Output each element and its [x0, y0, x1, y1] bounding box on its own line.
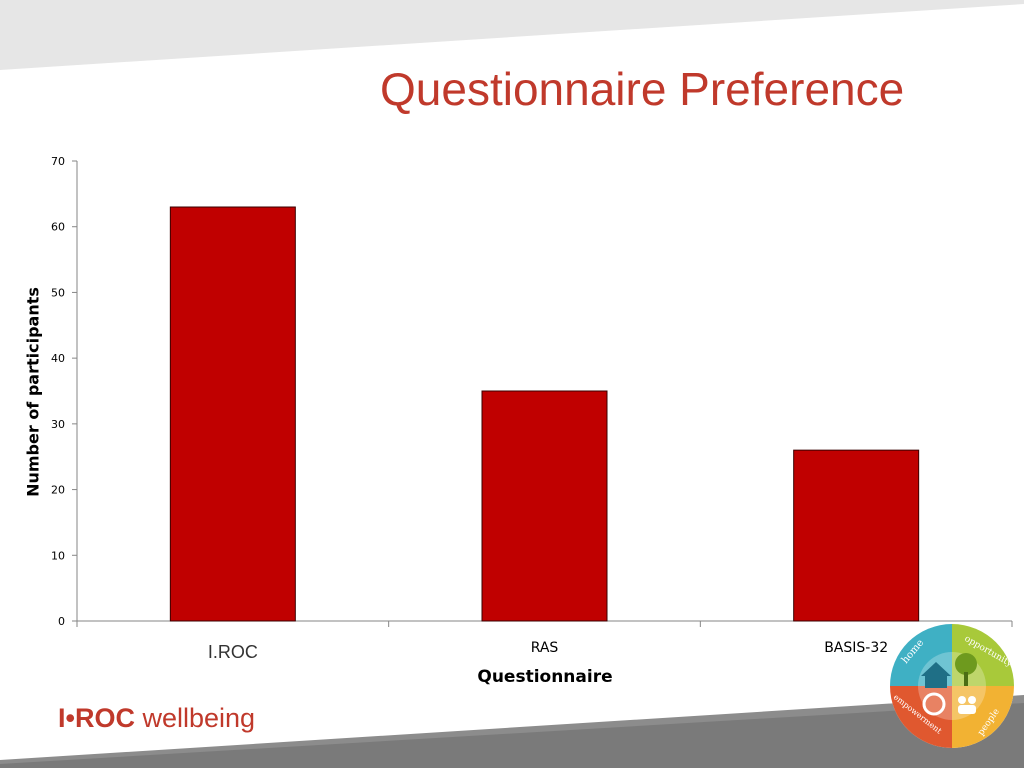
house-icon [921, 662, 951, 688]
wellbeing-badge-logo: home opportunity empowerment people [890, 624, 1015, 748]
y-tick-label: 20 [51, 484, 65, 497]
y-tick-label: 60 [51, 221, 65, 234]
logo-text-light: wellbeing [142, 703, 256, 733]
slide-title: Questionnaire Preference [380, 63, 905, 115]
y-tick-label: 30 [51, 418, 65, 431]
y-tick-label: 40 [51, 352, 65, 365]
y-tick-label: 0 [58, 615, 65, 628]
y-tick-label: 10 [51, 549, 65, 562]
bar-basis-32 [793, 449, 920, 622]
y-axis-label: Number of participants [23, 287, 43, 497]
y-tick-label: 70 [51, 155, 65, 168]
iroc-wellbeing-logo: I•ROC wellbeing [58, 703, 255, 734]
header-band [0, 0, 1024, 70]
x-axis-label: Questionnaire [477, 667, 613, 687]
bar-chart: 0 10 20 30 40 50 60 70 I.ROC RAS BASIS-32 [51, 155, 1013, 662]
people-icon [958, 696, 976, 714]
bar-ras [481, 390, 608, 622]
tree-icon [955, 653, 977, 686]
logo-text-bold: I•ROC [58, 703, 135, 733]
y-tick-label: 50 [51, 286, 65, 299]
x-category-label: I.ROC [208, 642, 258, 662]
arrows-icon [922, 692, 946, 716]
x-category-label: RAS [531, 640, 559, 656]
x-category-label: BASIS-32 [824, 640, 888, 656]
bar-i-roc [169, 206, 296, 622]
footer-band-shade [0, 703, 1024, 768]
